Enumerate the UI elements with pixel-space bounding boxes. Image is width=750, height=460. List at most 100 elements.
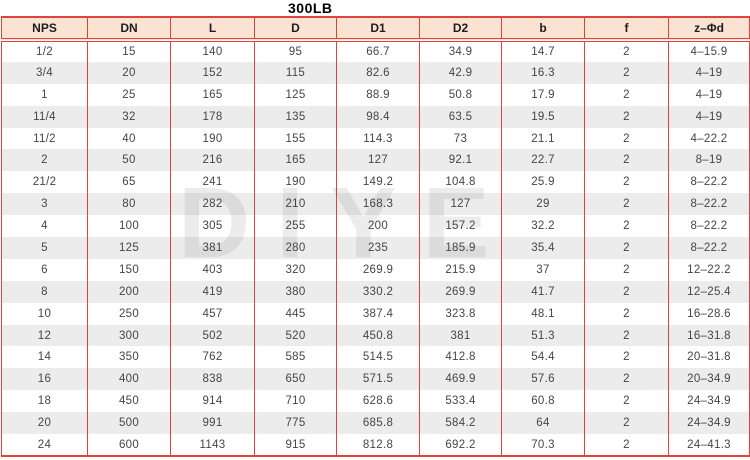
table-cell: 18 bbox=[1, 390, 88, 413]
table-cell: 178 bbox=[170, 105, 255, 128]
table-cell: 8–22.2 bbox=[668, 193, 750, 216]
table-cell: 991 bbox=[170, 412, 255, 435]
table-cell: 32 bbox=[87, 105, 171, 128]
table-row: 16 400 838 650 571.5 469.9 57.6 2 20–34.9 bbox=[1, 368, 750, 391]
table-cell: 40 bbox=[87, 127, 171, 150]
table-cell: 4–22.2 bbox=[668, 127, 750, 150]
table-cell: 125 bbox=[87, 237, 171, 259]
table-cell: 2 bbox=[584, 127, 669, 150]
table-cell: 127 bbox=[419, 193, 502, 216]
table-cell: 775 bbox=[254, 412, 337, 435]
header-row: NPS DN L D D1 D2 b f z–Φd bbox=[1, 16, 750, 42]
column-header: z–Φd bbox=[668, 16, 750, 42]
table-cell: 2 bbox=[584, 237, 669, 259]
table-cell: 200 bbox=[336, 215, 420, 238]
table-row: 1/2 15 140 95 66.7 34.9 14.7 2 4–15.9 bbox=[1, 40, 750, 62]
table-cell: 2 bbox=[584, 346, 669, 369]
table-cell: 2 bbox=[584, 258, 669, 281]
table-cell: 2 bbox=[584, 368, 669, 391]
table-cell: 1/2 bbox=[1, 40, 88, 62]
table-cell: 210 bbox=[254, 193, 337, 216]
table-cell: 3 bbox=[1, 193, 88, 216]
table-cell: 57.6 bbox=[501, 368, 585, 391]
table-row: 10 250 457 445 387.4 323.8 48.1 2 16–28.6 bbox=[1, 302, 750, 325]
table-cell: 3/4 bbox=[1, 61, 88, 84]
column-header: DN bbox=[87, 16, 171, 42]
table-cell: 150 bbox=[87, 258, 171, 281]
table-cell: 64 bbox=[501, 412, 585, 435]
table-cell: 685.8 bbox=[336, 412, 420, 435]
table-cell: 235 bbox=[336, 237, 420, 259]
table-cell: 42.9 bbox=[419, 61, 502, 84]
table-cell: 16–28.6 bbox=[668, 302, 750, 325]
table-cell: 280 bbox=[254, 237, 337, 259]
table-cell: 2 bbox=[584, 171, 669, 194]
table-cell: 20–34.9 bbox=[668, 368, 750, 391]
table-cell: 98.4 bbox=[336, 105, 420, 128]
table-cell: 14.7 bbox=[501, 40, 585, 62]
table-cell: 200 bbox=[87, 280, 171, 303]
column-header: NPS bbox=[1, 16, 88, 42]
table-cell: 502 bbox=[170, 324, 255, 347]
table-cell: 2 bbox=[584, 193, 669, 216]
page-title: 300LB bbox=[288, 0, 333, 16]
table-cell: 20–31.8 bbox=[668, 346, 750, 369]
table-cell: 380 bbox=[254, 280, 337, 303]
table-cell: 300 bbox=[87, 324, 171, 347]
table-cell: 282 bbox=[170, 193, 255, 216]
table-cell: 15 bbox=[87, 40, 171, 62]
table-cell: 2 bbox=[584, 390, 669, 413]
table-cell: 21/2 bbox=[1, 171, 88, 194]
table-cell: 215.9 bbox=[419, 258, 502, 281]
table-cell: 34.9 bbox=[419, 40, 502, 62]
table-cell: 585 bbox=[254, 346, 337, 369]
table-cell: 100 bbox=[87, 215, 171, 238]
table-cell: 2 bbox=[584, 149, 669, 172]
table-cell: 500 bbox=[87, 412, 171, 435]
table-body: 1/2 15 140 95 66.7 34.9 14.7 2 4–15.9 3/4 20 152 115… bbox=[1, 40, 750, 456]
table-cell: 82.6 bbox=[336, 61, 420, 84]
table-cell: 168.3 bbox=[336, 193, 420, 216]
table-cell: 24–41.3 bbox=[668, 434, 750, 456]
table-cell: 185.9 bbox=[419, 237, 502, 259]
table-cell: 25.9 bbox=[501, 171, 585, 194]
table-cell: 2 bbox=[584, 412, 669, 435]
table-row: 5 125 381 280 235 185.9 35.4 2 8–22.2 bbox=[1, 237, 750, 259]
table-cell: 70.3 bbox=[501, 434, 585, 456]
table-cell: 155 bbox=[254, 127, 337, 150]
table-cell: 250 bbox=[87, 302, 171, 325]
table-cell: 762 bbox=[170, 346, 255, 369]
table-cell: 1143 bbox=[170, 434, 255, 456]
table-cell: 65 bbox=[87, 171, 171, 194]
table-cell: 12 bbox=[1, 324, 88, 347]
table-cell: 387.4 bbox=[336, 302, 420, 325]
table-cell: 135 bbox=[254, 105, 337, 128]
table-cell: 2 bbox=[584, 324, 669, 347]
table-cell: 6 bbox=[1, 258, 88, 281]
table-row: 3 80 282 210 168.3 127 29 2 8–22.2 bbox=[1, 193, 750, 216]
table-cell: 419 bbox=[170, 280, 255, 303]
table-cell: 838 bbox=[170, 368, 255, 391]
table-cell: 16.3 bbox=[501, 61, 585, 84]
table-cell: 381 bbox=[419, 324, 502, 347]
table-cell: 450 bbox=[87, 390, 171, 413]
table-row: 11/2 40 190 155 114.3 73 21.1 2 4–22.2 bbox=[1, 127, 750, 150]
table-cell: 400 bbox=[87, 368, 171, 391]
table-row: 4 100 305 255 200 157.2 32.2 2 8–22.2 bbox=[1, 215, 750, 238]
table-cell: 330.2 bbox=[336, 280, 420, 303]
table-cell: 381 bbox=[170, 237, 255, 259]
table-cell: 216 bbox=[170, 149, 255, 172]
table-cell: 269.9 bbox=[419, 280, 502, 303]
table-cell: 8–22.2 bbox=[668, 215, 750, 238]
table-cell: 2 bbox=[584, 40, 669, 62]
table-cell: 54.4 bbox=[501, 346, 585, 369]
table-row: 8 200 419 380 330.2 269.9 41.7 2 12–25.4 bbox=[1, 280, 750, 303]
table-cell: 157.2 bbox=[419, 215, 502, 238]
table-cell: 4–19 bbox=[668, 83, 750, 106]
table-row: 6 150 403 320 269.9 215.9 37 2 12–22.2 bbox=[1, 258, 750, 281]
table-cell: 255 bbox=[254, 215, 337, 238]
table-row: 11/4 32 178 135 98.4 63.5 19.5 2 4–19 bbox=[1, 105, 750, 128]
table-cell: 2 bbox=[584, 61, 669, 84]
table-cell: 25 bbox=[87, 83, 171, 106]
table-cell: 19.5 bbox=[501, 105, 585, 128]
